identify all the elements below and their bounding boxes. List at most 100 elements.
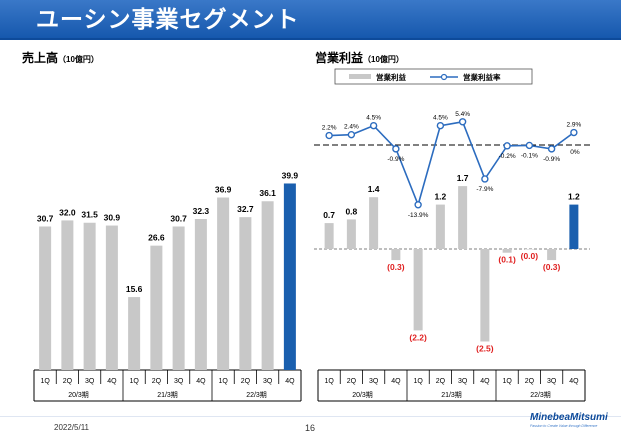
footer-divider	[0, 416, 621, 417]
brand-tagline: Passion to Create Value through Differen…	[530, 424, 598, 428]
profit-bar	[547, 249, 557, 261]
sales-data-label: 30.7	[37, 213, 54, 223]
sales-tick-label: 1Q	[218, 378, 228, 385]
margin-data-label: 2.2%	[322, 125, 337, 132]
margin-point	[570, 128, 578, 137]
sales-data-label: 32.0	[59, 207, 76, 217]
title-banner-rule	[0, 38, 621, 40]
sales-tick-label: 1Q	[129, 378, 139, 385]
page-number: 16	[305, 423, 316, 433]
profit-bar	[524, 249, 534, 250]
profit-data-label: 0.7	[323, 210, 335, 220]
profit-bar	[324, 223, 334, 249]
sales-data-label: 36.9	[215, 185, 232, 195]
margin-point	[414, 201, 422, 209]
brand-name: MinebeaMitsumi	[530, 412, 608, 423]
sales-tick-label: 4Q	[196, 378, 206, 385]
sales-bar	[105, 225, 118, 370]
sales-tick-label: 4Q	[285, 378, 295, 385]
profit-tick-label: 2Q	[347, 378, 357, 385]
profit-data-label: (0.1)	[498, 255, 516, 265]
profit-chart-title: 営業利益（10億円）	[315, 49, 404, 66]
sales-data-label: 32.3	[193, 206, 210, 216]
margin-point	[436, 121, 445, 130]
margin-data-label: -0.9%	[387, 156, 404, 163]
margin-data-label: -7.9%	[476, 186, 493, 193]
profit-data-label: (2.5)	[476, 344, 494, 354]
profit-bar	[435, 204, 445, 249]
margin-data-label: 2.9%	[566, 122, 581, 129]
brand-logo: MinebeaMitsumi Passion to Create Value t…	[530, 412, 616, 428]
profit-tick-label: 1Q	[413, 378, 423, 385]
sales-data-label: 30.9	[104, 213, 121, 223]
sales-bar	[61, 220, 74, 370]
margin-data-label: -0.1%	[521, 152, 538, 159]
sales-chart-title-text: 売上高	[22, 51, 59, 65]
sales-data-label: 30.7	[170, 213, 187, 223]
sales-tick-label: 2Q	[241, 378, 251, 385]
margin-data-label: 2.4%	[344, 124, 359, 131]
legend-bar-label: 営業利益	[376, 72, 406, 82]
sales-bar	[128, 297, 141, 370]
sales-data-label: 36.1	[259, 188, 276, 198]
margin-point	[481, 175, 489, 183]
margin-zero-label: 0%	[570, 149, 580, 156]
profit-bar	[413, 249, 423, 331]
profit-data-label: (0.3)	[543, 262, 561, 272]
profit-group-label: 21/3期	[441, 391, 462, 399]
profit-tick-label: 3Q	[458, 378, 468, 385]
profit-tick-label: 4Q	[391, 378, 401, 385]
margin-data-label: 4.5%	[366, 115, 381, 122]
profit-tick-label: 2Q	[436, 378, 446, 385]
margin-point	[547, 145, 556, 153]
profit-group-label: 22/3期	[530, 391, 551, 399]
title-banner	[0, 0, 621, 38]
sales-bar	[150, 245, 163, 370]
profit-data-label: 1.2	[568, 192, 580, 202]
sales-chart-title: 売上高（10億円）	[22, 49, 99, 66]
sales-data-label: 39.9	[282, 170, 299, 180]
profit-data-label: (0.0)	[521, 251, 539, 261]
margin-data-label: -0.9%	[543, 156, 560, 163]
profit-chart-title-text: 営業利益	[315, 51, 364, 65]
sales-bar	[83, 222, 96, 370]
profit-tick-label: 1Q	[324, 378, 334, 385]
profit-tick-label: 4Q	[569, 378, 579, 385]
legend-bar-swatch	[349, 74, 371, 79]
profit-bar	[369, 197, 379, 249]
profit-data-label: 1.2	[434, 192, 446, 202]
sales-tick-label: 2Q	[63, 378, 73, 385]
profit-data-label: 1.4	[368, 184, 380, 194]
margin-data-label: -13.9%	[408, 212, 429, 219]
profit-data-label: (2.2)	[409, 332, 427, 342]
sales-data-label: 26.6	[148, 233, 165, 243]
profit-tick-label: 2Q	[525, 378, 535, 385]
margin-point	[392, 145, 400, 153]
page-title: ユーシン事業セグメント	[36, 6, 300, 32]
sales-bar	[217, 197, 230, 370]
profit-bar	[458, 186, 468, 249]
sales-group-label: 20/3期	[68, 391, 89, 399]
margin-point	[325, 131, 333, 140]
sales-tick-label: 4Q	[107, 378, 117, 385]
sales-tick-label: 3Q	[263, 378, 273, 385]
profit-data-label: 0.8	[345, 206, 357, 216]
margin-line	[329, 120, 575, 208]
sales-data-label: 15.6	[126, 284, 143, 294]
sales-bar	[283, 183, 296, 370]
sales-bar	[261, 201, 274, 370]
margin-point	[347, 130, 356, 139]
profit-tick-label: 3Q	[369, 378, 379, 385]
profit-tick-label: 3Q	[547, 378, 557, 385]
legend-line-marker	[440, 73, 448, 81]
margin-point	[369, 121, 378, 130]
margin-point	[525, 141, 534, 150]
sales-tick-label: 1Q	[40, 378, 50, 385]
profit-tick-label: 1Q	[502, 378, 512, 385]
footer-date: 2022/5/11	[54, 423, 89, 432]
sales-tick-label: 3Q	[85, 378, 95, 385]
sales-bar	[39, 226, 52, 370]
profit-chart-unit: （10億円）	[363, 55, 404, 64]
sales-data-label: 32.7	[237, 204, 254, 214]
